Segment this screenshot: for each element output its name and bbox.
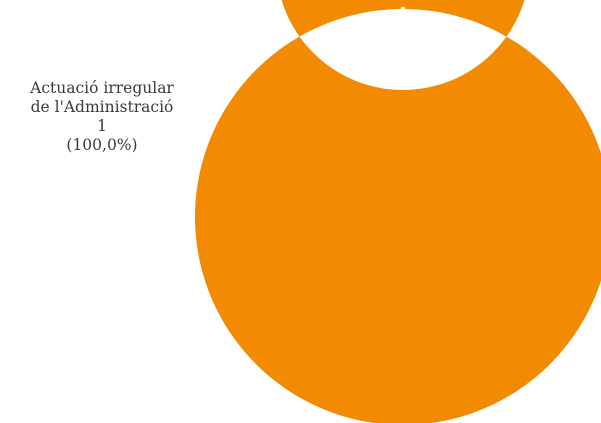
donut-slices <box>195 0 601 423</box>
slice-label-percent: (100,0%) <box>66 136 138 154</box>
slice-label-category-line2: de l'Administració <box>30 98 174 116</box>
donut-slice <box>195 0 601 423</box>
slice-label-value: 1 <box>97 117 107 135</box>
slice-label-category-line1: Actuació irregular <box>30 79 174 97</box>
slice-label: Actuació irregular de l'Administració 1 … <box>14 79 190 155</box>
